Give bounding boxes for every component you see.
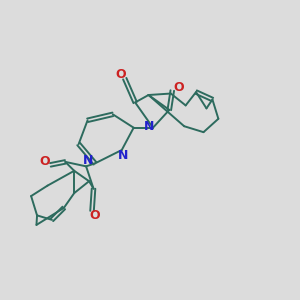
Text: O: O xyxy=(173,81,184,94)
Text: N: N xyxy=(82,154,93,167)
Text: O: O xyxy=(39,155,50,168)
Text: N: N xyxy=(118,149,128,162)
Text: N: N xyxy=(144,120,154,133)
Text: O: O xyxy=(115,68,126,81)
Text: O: O xyxy=(90,209,100,222)
